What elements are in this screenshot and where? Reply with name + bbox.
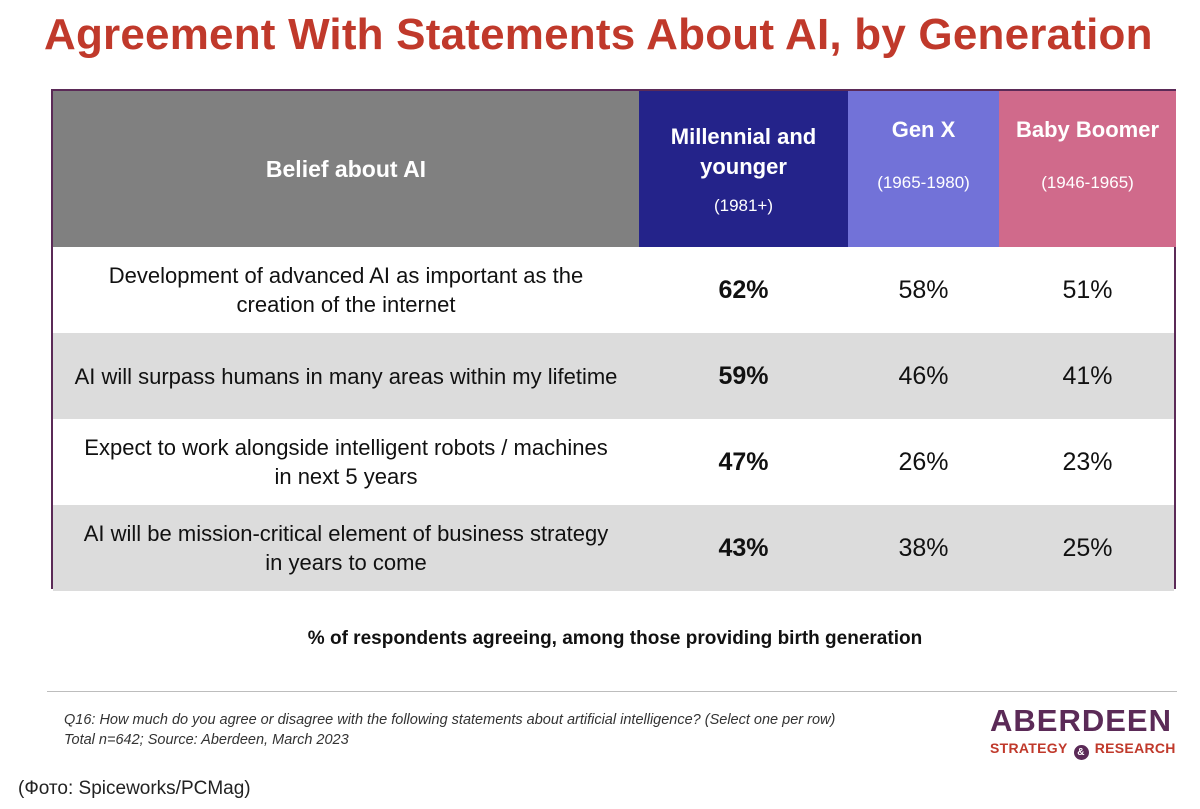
header-millennial-years: (1981+) [713,196,774,215]
logo-tagline-left: STRATEGY [990,740,1068,756]
row-genx-value: 38% [898,533,949,562]
row-boomer-value: 25% [1062,533,1113,562]
footnote-source: Total n=642; Source: Aberdeen, March 202… [64,732,349,748]
row-boomer-value: 23% [1062,447,1113,476]
table-row: Expect to work alongside intelligent rob… [53,419,1174,505]
row-belief: Expect to work alongside intelligent rob… [84,435,608,489]
footnote-question: Q16: How much do you agree or disagree w… [64,712,836,728]
row-genx-value: 58% [898,275,949,304]
header-boomer: Baby Boomer (1946-1965) [999,91,1176,247]
header-belief: Belief about AI [53,91,639,247]
header-boomer-years: (1946-1965) [1041,173,1134,192]
table-row: AI will be mission-critical element of b… [53,505,1174,591]
chart-title: Agreement With Statements About AI, by G… [44,10,1153,59]
table-row: Development of advanced AI as important … [53,247,1174,333]
row-millennial-value: 47% [718,447,769,476]
header-genx-label: Gen X [891,117,956,142]
row-genx-value: 26% [898,447,949,476]
data-table: Belief about AI Millennial and younger (… [51,89,1176,591]
row-millennial-value: 62% [718,275,769,304]
row-genx-value: 46% [898,361,949,390]
photo-credit: (Фото: Spiceworks/PCMag) [18,778,251,799]
footnote: Q16: How much do you agree or disagree w… [64,710,835,750]
row-boomer-value: 41% [1062,361,1113,390]
header-millennial-label: Millennial and younger [670,124,817,179]
header-genx: Gen X (1965-1980) [848,91,999,247]
logo-tagline: STRATEGY & RESEARCH [990,740,1176,760]
row-belief: AI will surpass humans in many areas wit… [74,363,618,389]
row-millennial-value: 59% [718,361,769,390]
row-belief: AI will be mission-critical element of b… [83,521,609,575]
header-millennial: Millennial and younger (1981+) [639,91,848,247]
footer-divider [47,691,1177,692]
ampersand-icon: & [1073,745,1089,760]
row-millennial-value: 43% [718,533,769,562]
logo-tagline-right: RESEARCH [1094,740,1176,756]
logo-name: ABERDEEN [990,703,1172,738]
table-note: % of respondents agreeing, among those p… [307,628,923,649]
row-belief: Development of advanced AI as important … [108,263,584,317]
header-genx-years: (1965-1980) [877,173,970,192]
table-row: AI will surpass humans in many areas wit… [53,333,1174,419]
header-belief-label: Belief about AI [265,156,427,182]
aberdeen-logo: ABERDEEN STRATEGY & RESEARCH [990,703,1176,760]
row-boomer-value: 51% [1062,275,1113,304]
header-boomer-label: Baby Boomer [1015,117,1160,142]
